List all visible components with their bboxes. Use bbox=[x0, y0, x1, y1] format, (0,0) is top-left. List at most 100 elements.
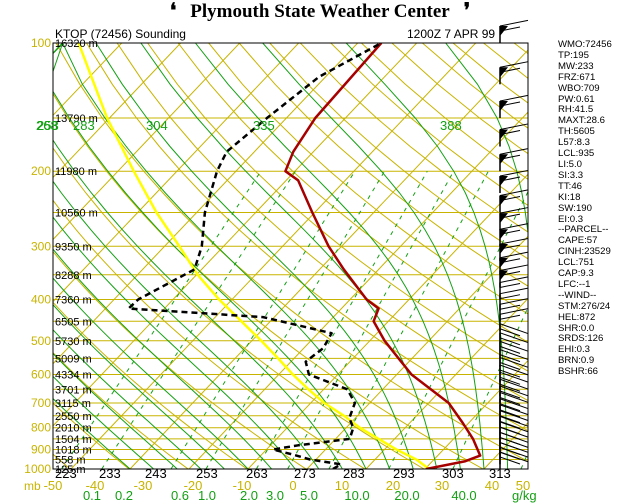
moist-adiabat bbox=[445, 43, 528, 238]
sounding-index: MAXT:28.6 bbox=[558, 115, 605, 127]
moist-adiabat bbox=[95, 43, 414, 469]
mixing-ratio-line bbox=[388, 190, 528, 469]
isotherm-line bbox=[53, 43, 182, 179]
time-label: 1200Z 7 APR 99 bbox=[407, 27, 496, 41]
moist-adiabat bbox=[140, 43, 438, 469]
dry-adiabat bbox=[53, 147, 425, 469]
mixing-ratio-unit: g/kg bbox=[512, 488, 537, 503]
pressure-tick-label: 500 bbox=[31, 334, 51, 348]
isotherm-line bbox=[70, 43, 477, 469]
moist-adiabat bbox=[53, 43, 154, 469]
temperature-tick-label: 0 bbox=[289, 478, 296, 493]
sounding-index: LI:5.0 bbox=[558, 158, 583, 170]
temperature-tick-label: 20 bbox=[386, 478, 400, 493]
sounding-index: L57:8.3 bbox=[558, 137, 591, 149]
dewpoint-trace bbox=[127, 43, 382, 469]
mixing-ratio-tick-label: 5.0 bbox=[300, 488, 318, 503]
moist-adiabat bbox=[53, 43, 178, 469]
sounding-index: SRDS:126 bbox=[558, 333, 604, 345]
sounding-index: LCL:751 bbox=[558, 257, 595, 269]
theta-e-label: 388 bbox=[440, 118, 462, 133]
theta-e-label: 283 bbox=[73, 118, 95, 133]
height-label: 9350 m bbox=[55, 241, 92, 253]
isotherm-line bbox=[129, 49, 528, 469]
theta-e-label: 304 bbox=[146, 118, 168, 133]
isotherm-line bbox=[53, 43, 241, 241]
sounding-index: CAP:9.3 bbox=[558, 268, 594, 280]
height-label: 2550 m bbox=[55, 411, 92, 423]
moist-adiabat bbox=[53, 43, 272, 469]
moist-adiabat bbox=[53, 43, 249, 469]
height-label: 13790 m bbox=[55, 113, 98, 125]
theta-label: 273 bbox=[294, 466, 316, 481]
pressure-tick-label: 400 bbox=[31, 292, 51, 306]
left-logo-icon: ❛ bbox=[169, 0, 177, 22]
sounding-index: HEL:872 bbox=[558, 311, 596, 323]
sounding-index: PW:0.61 bbox=[558, 93, 595, 105]
dry-adiabat bbox=[86, 43, 528, 432]
mixing-ratio-line bbox=[61, 170, 262, 469]
sounding-index: LFC:--1 bbox=[558, 278, 591, 290]
temperature-tick-label: 30 bbox=[435, 478, 449, 493]
dry-adiabat bbox=[177, 43, 528, 343]
height-label: 5009 m bbox=[55, 353, 92, 365]
sounding-index: --WIND-- bbox=[558, 289, 597, 301]
height-label: 10560 m bbox=[55, 208, 98, 220]
isotherm-line bbox=[53, 43, 123, 117]
sounding-index: CINH:23529 bbox=[558, 246, 611, 258]
mixing-ratio-tick-label: 20.0 bbox=[394, 488, 419, 503]
dry-adiabat bbox=[208, 43, 528, 315]
temperature-tick-label: -10 bbox=[233, 478, 252, 493]
sounding-index: KI:18 bbox=[558, 191, 581, 203]
mixing-ratio-tick-label: 0.1 bbox=[83, 488, 101, 503]
temperature-tick-label: 50 bbox=[516, 478, 530, 493]
dry-adiabat bbox=[53, 199, 366, 469]
theta-label: 223 bbox=[55, 466, 77, 481]
mixing-ratio-tick-label: 10.0 bbox=[344, 488, 369, 503]
dry-adiabat bbox=[269, 43, 528, 260]
theta-e-label: 268 bbox=[36, 118, 58, 133]
moist-adiabat bbox=[195, 43, 461, 469]
mixing-ratio-line bbox=[328, 171, 489, 469]
right-logo-icon: ❜ bbox=[463, 0, 471, 22]
pressure-tick-label: 1000 bbox=[24, 462, 51, 476]
dry-adiabat bbox=[53, 402, 130, 469]
sounding-index: EI:0.3 bbox=[558, 213, 584, 225]
mixing-ratio-line bbox=[287, 170, 455, 469]
sounding-index: LCL:935 bbox=[558, 148, 595, 160]
theta-label: 243 bbox=[145, 466, 167, 481]
isotherm-line bbox=[0, 43, 4, 469]
sounding-index: STM:276/24 bbox=[558, 300, 611, 312]
pressure-tick-label: 800 bbox=[31, 421, 51, 435]
height-label: 2010 m bbox=[55, 423, 92, 435]
height-label: 16320 m bbox=[55, 38, 98, 50]
height-label: 6505 m bbox=[55, 316, 92, 328]
height-label: 125 m bbox=[55, 464, 86, 476]
sounding-index: SW:190 bbox=[558, 202, 592, 214]
mixing-ratio-tick-label: 1.0 bbox=[198, 488, 216, 503]
temperature-tick-label: -20 bbox=[184, 478, 203, 493]
temp-axis-label: mb bbox=[24, 479, 41, 493]
banner-title: Plymouth State Weather Center bbox=[190, 1, 450, 22]
pressure-tick-label: 900 bbox=[31, 443, 51, 457]
height-label: 1504 m bbox=[55, 434, 92, 446]
dry-adiabat bbox=[55, 43, 528, 463]
dry-adiabat bbox=[53, 92, 484, 469]
moist-adiabat bbox=[53, 43, 202, 469]
mixing-ratio-tick-label: 40.0 bbox=[451, 488, 476, 503]
pressure-tick-label: 700 bbox=[31, 396, 51, 410]
station-label: KTOP (72456) Sounding bbox=[55, 27, 186, 41]
pressure-tick-label: 100 bbox=[31, 36, 51, 50]
pressure-tick-label: 600 bbox=[31, 367, 51, 381]
dry-adiabat bbox=[116, 43, 528, 402]
theta-label: 283 bbox=[343, 466, 365, 481]
height-label: 4334 m bbox=[55, 369, 92, 381]
isotherm-line bbox=[188, 111, 528, 469]
sounding-index: MW:233 bbox=[558, 60, 594, 72]
temperature-tick-label: -50 bbox=[44, 478, 63, 493]
theta-label: 293 bbox=[393, 466, 415, 481]
height-label: 3701 m bbox=[55, 384, 92, 396]
isotherm-line bbox=[424, 359, 528, 469]
